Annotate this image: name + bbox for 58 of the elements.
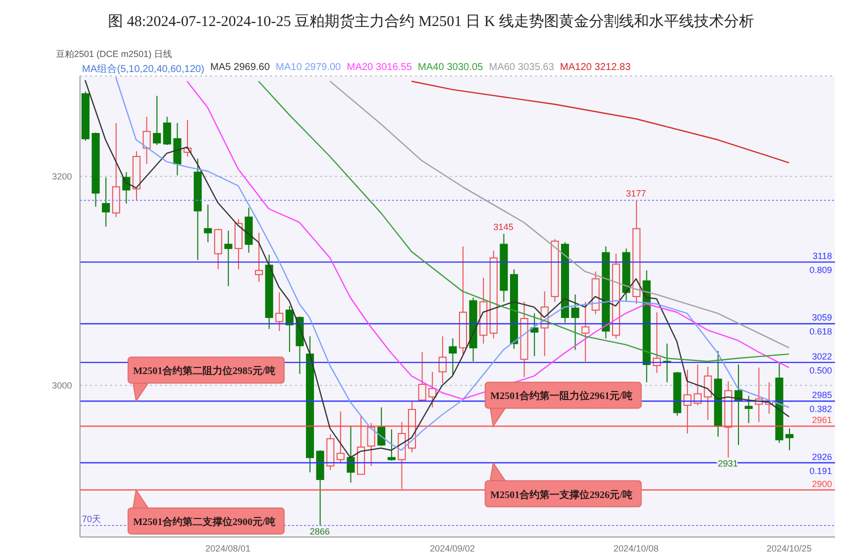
annotation: M2501合约第一支撑位2926元/吨 <box>490 488 632 501</box>
x-tick-label: 2024/08/01 <box>205 543 250 554</box>
chart-subtitle: 豆粕2501 (DCE m2501) 日线 <box>56 48 172 61</box>
candlestick <box>286 305 294 352</box>
x-tick-label: 2024/10/25 <box>766 543 812 554</box>
ref-line-label: 2961 <box>812 415 832 426</box>
text: MA5 2969.60 <box>210 62 270 75</box>
candlestick <box>581 301 590 362</box>
candlestick <box>254 232 263 282</box>
x-tick-label: 2024/09/02 <box>430 543 475 554</box>
candlestick <box>163 116 172 146</box>
candlestick <box>744 395 753 424</box>
ref-line-label: 3059 0.618 <box>809 312 832 337</box>
candlestick <box>418 351 426 402</box>
candlestick <box>785 428 794 451</box>
ref-line-label: 2985 0.382 <box>809 390 832 414</box>
text: MA10 2979.00 <box>276 62 341 75</box>
line-series <box>410 80 790 164</box>
legend-title: MA组合(5,10,20,40,60,120) <box>82 63 204 76</box>
annotation: 2866 <box>310 526 330 536</box>
ref-line-label: 3022 0.500 <box>809 351 832 376</box>
candlestick <box>428 371 436 408</box>
candlestick <box>336 411 345 464</box>
annotation: M2501合约第一阻力位2961元/吨 <box>490 390 632 402</box>
line-series <box>258 80 790 362</box>
candlestick <box>142 116 151 164</box>
y-tick-label: 3200 <box>52 172 72 182</box>
candlestick <box>377 406 386 447</box>
ref-line-label: 2926 0.191 <box>809 452 832 476</box>
text: MA60 3035.63 <box>488 62 554 75</box>
candlestick <box>224 230 232 287</box>
candlestick <box>367 422 376 466</box>
annotation: 3177 <box>626 188 646 198</box>
candlestick <box>734 364 742 446</box>
candlestick <box>571 294 580 350</box>
annotation: M2501合约第二阻力位2985元/吨 <box>133 365 276 378</box>
candlestick <box>448 338 457 376</box>
candlestick <box>275 292 284 332</box>
text: MA40 3030.05 <box>418 62 483 75</box>
text: MA120 3212.83 <box>560 62 631 75</box>
candlestick <box>683 369 692 434</box>
ref-line-label: 2900 <box>812 478 832 489</box>
candlestick <box>438 336 447 384</box>
candlestick <box>152 95 161 146</box>
annotation: M2501合约第二支撑位2900元/吨 <box>133 516 276 528</box>
x-tick-label: 2024/10/08 <box>614 543 659 554</box>
candlestick <box>388 428 396 462</box>
ref-line-label: 3118 0.809 <box>809 251 832 276</box>
candlestick <box>204 204 212 243</box>
y-tick-label: 3000 <box>52 380 72 391</box>
candlestick <box>102 176 110 228</box>
annotation: 3145 <box>493 222 514 232</box>
candlestick <box>652 312 661 374</box>
candlestick <box>704 366 712 420</box>
annotation: 70天 <box>82 513 102 526</box>
chart-title: 图 48:2024-07-12-2024-10-25 豆粕期货主力合约 M2501 日 K 线走势图黄金分割线和水平线技术分析 <box>107 12 755 31</box>
text: MA20 3016.55 <box>346 62 412 75</box>
line-series <box>329 80 790 348</box>
